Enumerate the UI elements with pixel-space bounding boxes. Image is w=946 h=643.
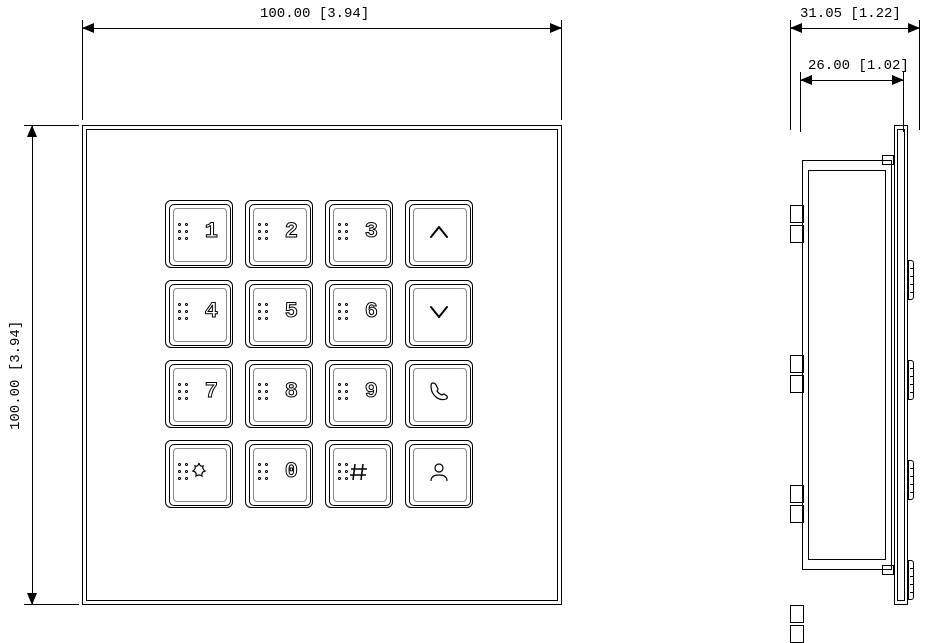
- key-label: 4: [205, 299, 218, 324]
- side-tab-2: [790, 485, 804, 503]
- side-btn-0: [908, 260, 914, 300]
- key-5: 5: [245, 280, 313, 348]
- side-btn-ridge: [910, 584, 914, 585]
- side-tab-0b: [790, 225, 804, 243]
- key-person: [405, 440, 473, 508]
- key-3: 3: [325, 200, 393, 268]
- front-panel-inner: [86, 129, 558, 601]
- braille-dots: [258, 223, 269, 241]
- side-btn-ridge: [910, 492, 914, 493]
- person-icon: [428, 461, 450, 487]
- side-btn-ridge: [910, 468, 914, 469]
- key-label: 9: [365, 379, 378, 404]
- side-btn-ridge: [910, 376, 914, 377]
- braille-dots: [178, 303, 189, 321]
- braille-dots: [338, 303, 349, 321]
- key-phone: [405, 360, 473, 428]
- side-tab-2b: [790, 505, 804, 523]
- key-8: 8: [245, 360, 313, 428]
- key-label: 6: [365, 299, 378, 324]
- ext-d1l: [790, 20, 791, 130]
- side-tab-3: [790, 605, 804, 623]
- key-label: 8: [285, 379, 298, 404]
- key-label: 7: [205, 379, 218, 404]
- star-icon: [188, 461, 210, 487]
- ext-d2l: [800, 72, 801, 132]
- ext-lb: [24, 604, 79, 605]
- key-9: 9: [325, 360, 393, 428]
- braille-dots: [258, 463, 269, 481]
- key-label: 0: [285, 459, 298, 484]
- key-down: [405, 280, 473, 348]
- braille-dots: [258, 303, 269, 321]
- key-label: 5: [285, 299, 298, 324]
- up-icon: [429, 225, 449, 243]
- side-btn-ridge: [910, 368, 914, 369]
- ext-lt: [24, 125, 79, 126]
- side-btn-ridge: [910, 392, 914, 393]
- dim-height-line: [32, 125, 33, 605]
- key-1: 1: [165, 200, 233, 268]
- dim-depth1-label: 31.05 [1.22]: [800, 6, 901, 22]
- dim-height-label: 100.00 [3.94]: [8, 321, 24, 430]
- dim-width-label: 100.00 [3.94]: [260, 6, 369, 22]
- side-btn-ridge: [910, 476, 914, 477]
- side-tab-0: [790, 205, 804, 223]
- dim-depth2-label: 26.00 [1.02]: [808, 58, 909, 74]
- dim-width-line: [82, 28, 562, 29]
- phone-icon: [428, 381, 450, 407]
- key-label: 2: [285, 219, 298, 244]
- key-star: [165, 440, 233, 508]
- braille-dots: [258, 383, 269, 401]
- side-btn-ridge: [910, 276, 914, 277]
- side-btn-3: [908, 560, 914, 600]
- side-faceplate-inner: [897, 129, 905, 601]
- side-btn-1: [908, 360, 914, 400]
- key-4: 4: [165, 280, 233, 348]
- side-tab-1: [790, 355, 804, 373]
- key-label: 1: [205, 219, 218, 244]
- key-0: 0: [245, 440, 313, 508]
- side-btn-ridge: [910, 292, 914, 293]
- side-btn-ridge: [910, 576, 914, 577]
- side-btn-ridge: [910, 268, 914, 269]
- key-label: 3: [365, 219, 378, 244]
- side-body-inner: [808, 170, 886, 560]
- key-7: 7: [165, 360, 233, 428]
- arrow-d2l: [800, 75, 812, 85]
- braille-dots: [338, 383, 349, 401]
- side-btn-ridge: [910, 592, 914, 593]
- key-6: 6: [325, 280, 393, 348]
- side-top-notch: [882, 155, 894, 165]
- side-btn-ridge: [910, 484, 914, 485]
- braille-dots: [178, 223, 189, 241]
- dim-depth2-line: [800, 80, 904, 81]
- braille-dots: [178, 383, 189, 401]
- side-tab-3b: [790, 625, 804, 643]
- side-btn-2: [908, 460, 914, 500]
- side-btn-ridge: [910, 284, 914, 285]
- key-hash: [325, 440, 393, 508]
- ext-d2r: [903, 72, 904, 132]
- braille-dots: [338, 223, 349, 241]
- arrow-d1l: [790, 23, 802, 33]
- hash-icon: [348, 461, 370, 487]
- side-bot-notch: [882, 565, 894, 575]
- arrow-left: [82, 23, 94, 33]
- dim-depth1-line: [790, 28, 920, 29]
- ext-d1r: [919, 20, 920, 130]
- side-btn-ridge: [910, 384, 914, 385]
- key-2: 2: [245, 200, 313, 268]
- side-btn-ridge: [910, 568, 914, 569]
- ext-tr: [561, 20, 562, 120]
- ext-tl: [82, 20, 83, 120]
- down-icon: [429, 305, 449, 323]
- key-up: [405, 200, 473, 268]
- side-tab-1b: [790, 375, 804, 393]
- arrow-up: [27, 125, 37, 137]
